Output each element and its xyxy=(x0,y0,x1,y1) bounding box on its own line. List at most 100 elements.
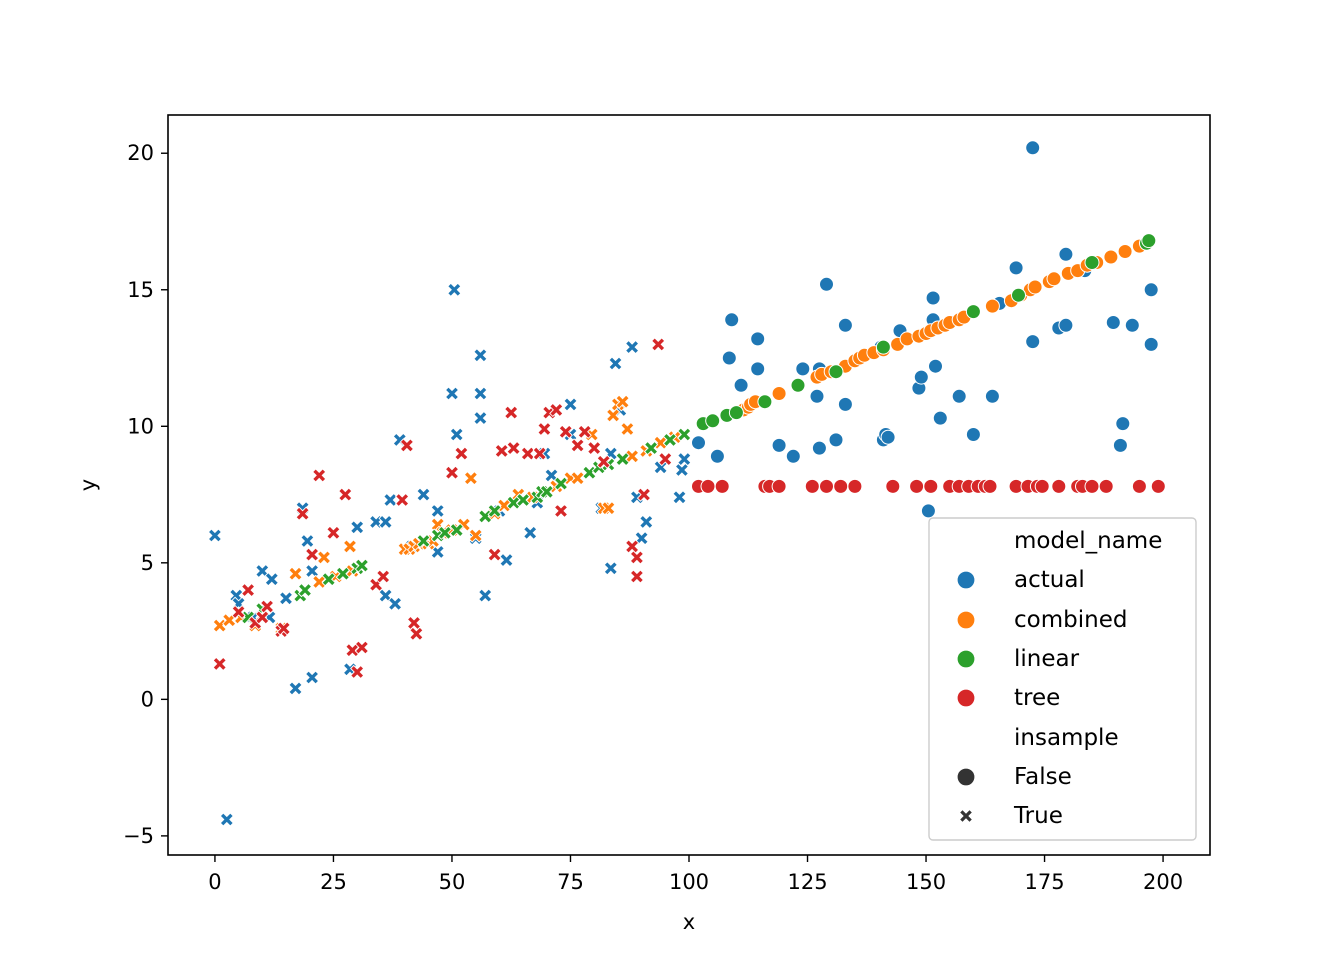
actual-insample-point xyxy=(674,462,690,478)
tree-insample-point xyxy=(350,664,365,680)
actual-insample-point xyxy=(563,397,578,412)
x-tick-label: 25 xyxy=(320,870,347,894)
actual-outsample-point xyxy=(951,388,967,404)
tree-outsample-point xyxy=(833,478,849,494)
tree-outsample-point xyxy=(1098,478,1114,494)
tree-outsample-point xyxy=(700,478,716,494)
actual-outsample-point xyxy=(880,429,896,445)
combined-insample-point xyxy=(468,528,483,543)
tree-insample-point xyxy=(338,487,353,502)
actual-outsample-point xyxy=(1025,334,1041,350)
x-axis-ticks: 0 25 50 75 100 125 150 175 200 xyxy=(208,855,1183,894)
linear-insample-point xyxy=(487,503,502,519)
legend-marker-combined xyxy=(956,610,976,630)
y-tick-label: 5 xyxy=(141,551,154,575)
actual-insample-point xyxy=(264,572,279,587)
linear-insample-point xyxy=(615,451,630,467)
actual-outsample-point xyxy=(1025,140,1041,156)
actual-outsample-point xyxy=(809,388,825,404)
tree-insample-point xyxy=(444,465,460,480)
legend-label-actual: actual xyxy=(1014,567,1085,593)
actual-insample-point xyxy=(430,544,445,560)
tree-insample-point xyxy=(399,438,415,453)
tree-outsample-point xyxy=(923,478,939,494)
tree-insample-point xyxy=(395,492,410,508)
actual-insample-point xyxy=(473,386,488,401)
linear-insample-point xyxy=(478,509,493,524)
tree-insample-point xyxy=(304,547,320,562)
combined-insample-point xyxy=(212,618,227,633)
actual-insample-point xyxy=(603,561,618,576)
actual-insample-point xyxy=(478,588,493,603)
combined-insample-point xyxy=(605,408,621,423)
linear-outsample-point xyxy=(728,405,744,421)
plot-frame xyxy=(167,114,1211,856)
tree-insample-point xyxy=(255,610,270,625)
y-tick-label: 0 xyxy=(141,687,154,711)
tree-insample-point xyxy=(629,550,645,565)
actual-insample-point xyxy=(639,514,654,530)
linear-outsample-point xyxy=(705,413,721,429)
x-tick-label: 125 xyxy=(787,870,827,894)
y-tick-label: 15 xyxy=(127,278,154,302)
actual-outsample-point xyxy=(795,361,811,377)
actual-insample-point xyxy=(672,490,687,505)
tree-outsample-point xyxy=(847,478,863,494)
actual-insample-point xyxy=(449,427,464,442)
combined-insample-point xyxy=(615,394,630,409)
combined-insample-point xyxy=(288,566,303,581)
legend-marker-tree xyxy=(956,688,976,708)
tree-insample-point xyxy=(409,626,424,641)
tree-insample-point xyxy=(240,582,256,598)
actual-outsample-point xyxy=(1058,246,1074,262)
actual-outsample-point xyxy=(913,369,929,385)
tree-outsample-point xyxy=(982,478,998,494)
linear-outsample-point xyxy=(875,339,891,355)
actual-insample-point xyxy=(278,591,294,606)
legend-marker-linear xyxy=(956,649,976,669)
tree-insample-point xyxy=(658,451,673,467)
actual-insample-point xyxy=(473,348,488,363)
tree-outsample-point xyxy=(1131,478,1147,494)
actual-outsample-point xyxy=(1105,315,1121,330)
actual-outsample-point xyxy=(1143,336,1159,352)
legend-label-tree: tree xyxy=(1014,685,1060,711)
legend-box xyxy=(928,517,1197,841)
tree-insample-point xyxy=(295,506,310,521)
tree-insample-point xyxy=(532,446,547,461)
actual-outsample-point xyxy=(1143,282,1159,298)
y-axis-label: y xyxy=(76,479,100,491)
actual-outsample-point xyxy=(724,312,740,328)
tree-insample-point xyxy=(212,656,227,672)
x-tick-label: 150 xyxy=(906,870,946,894)
tree-insample-point xyxy=(629,569,645,584)
linear-insample-point xyxy=(437,525,453,540)
linear-insample-point xyxy=(539,484,554,499)
x-axis-label: x xyxy=(683,910,695,934)
tree-insample-point xyxy=(406,615,422,631)
actual-insample-point xyxy=(378,514,393,530)
tree-outsample-point xyxy=(1084,478,1100,494)
x-tick-label: 50 xyxy=(439,870,466,894)
actual-outsample-point xyxy=(1058,317,1074,333)
tree-insample-point xyxy=(454,446,469,461)
actual-outsample-point xyxy=(691,435,706,451)
combined-outsample-point xyxy=(1103,249,1119,265)
combined-insample-point xyxy=(222,613,237,628)
tree-insample-point xyxy=(553,503,569,519)
linear-insample-point xyxy=(515,492,531,508)
legend-hue-title: model_name xyxy=(1014,528,1162,554)
legend-marker-false xyxy=(956,767,976,787)
linear-insample-point xyxy=(677,427,692,442)
combined-insample-point xyxy=(620,421,635,437)
tree-insample-point xyxy=(651,337,666,352)
actual-insample-point xyxy=(444,386,460,401)
linear-insample-point xyxy=(643,440,659,456)
actual-outsample-point xyxy=(811,440,827,456)
linear-outsample-point xyxy=(828,364,844,380)
data-marks xyxy=(207,140,1166,827)
tree-insample-point xyxy=(276,621,291,636)
tree-outsample-point xyxy=(771,478,787,494)
tree-insample-point xyxy=(558,424,573,439)
